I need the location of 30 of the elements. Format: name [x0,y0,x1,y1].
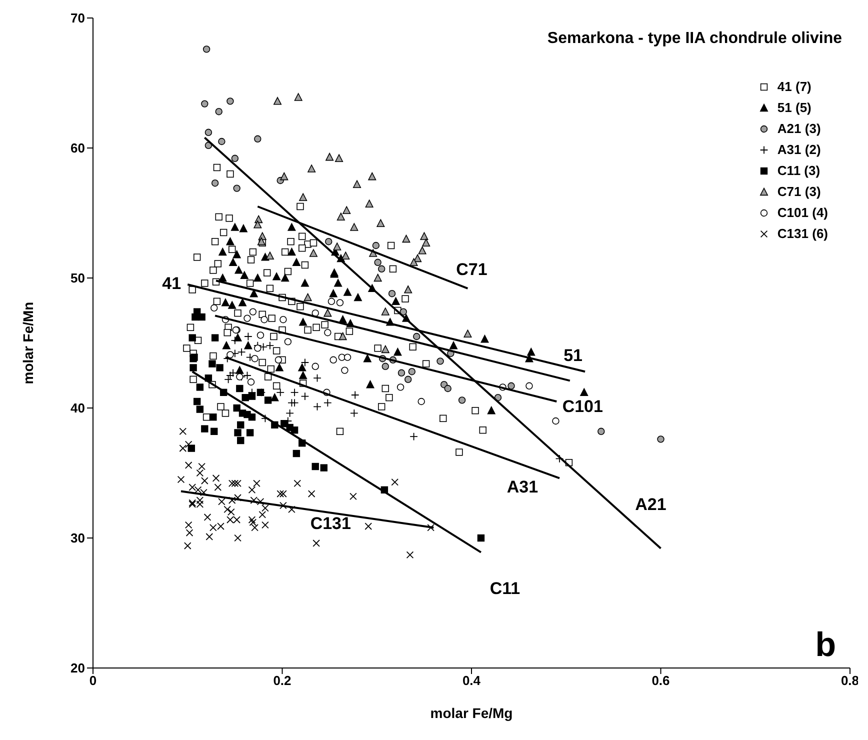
legend-label: C101 (4) [777,205,828,220]
x-tick-label: 0 [89,673,97,688]
annotation: 41 [162,274,182,293]
annotation: 51 [564,346,583,366]
annotation: A31 [506,478,538,497]
legend-label: C71 (3) [777,184,821,199]
x-tick-label: 0.4 [462,673,482,688]
x-axis-title: molar Fe/Mg [430,705,513,721]
annotation: C71 [456,260,488,279]
annotation: C131 [310,514,351,534]
legend-label: C131 (6) [777,226,828,241]
y-tick-label: 40 [70,400,85,416]
y-tick-label: 50 [70,270,85,286]
legend-label: A21 (3) [777,121,821,136]
y-tick-label: 70 [70,10,85,26]
annotation: C101 [562,396,603,416]
y-tick-label: 30 [70,530,85,546]
text: Semarkona - type IIA chondrule olivine [547,30,842,48]
legend-label: 41 (7) [777,79,812,94]
annotation: b [815,626,836,665]
x-tick-label: 0.6 [652,673,670,688]
legend-label: C11 (3) [777,163,820,178]
y-axis-title: molar Fe/Mn [20,302,36,384]
y-tick-label: 60 [70,140,85,156]
legend-label: 51 (5) [777,100,812,115]
annotation: A21 [635,494,666,514]
legend-label: A31 (2) [777,142,821,157]
annotation: C11 [490,578,520,598]
y-tick-label: 20 [70,660,85,676]
x-tick-label: 0.2 [273,673,292,688]
